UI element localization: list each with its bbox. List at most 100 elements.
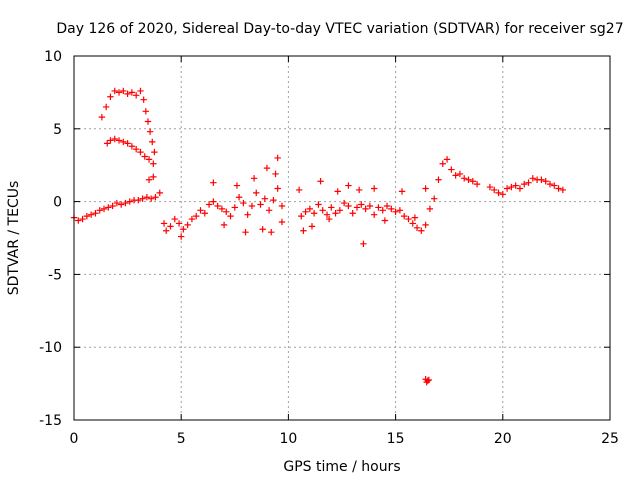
grid bbox=[74, 56, 610, 420]
data-point bbox=[315, 201, 322, 208]
data-point bbox=[96, 207, 103, 214]
data-point bbox=[142, 108, 150, 115]
data-point bbox=[426, 205, 434, 213]
data-point bbox=[107, 137, 114, 144]
data-point bbox=[223, 208, 230, 215]
data-point bbox=[120, 87, 127, 95]
data-point bbox=[345, 182, 352, 189]
data-point bbox=[75, 217, 82, 224]
x-tick-label: 10 bbox=[279, 431, 297, 447]
data-point bbox=[473, 180, 481, 188]
data-point bbox=[336, 207, 344, 214]
data-point bbox=[167, 223, 174, 230]
data-point bbox=[122, 199, 129, 207]
x-tick-label: 5 bbox=[177, 431, 186, 447]
data-point bbox=[111, 135, 118, 143]
data-point bbox=[201, 210, 208, 217]
data-point bbox=[538, 176, 545, 183]
data-point bbox=[214, 202, 221, 210]
data-point bbox=[150, 160, 157, 167]
data-point bbox=[250, 175, 258, 182]
data-point bbox=[137, 87, 144, 95]
data-point bbox=[332, 210, 339, 217]
data-point bbox=[175, 220, 183, 227]
data-point bbox=[145, 176, 153, 183]
data-point bbox=[529, 175, 537, 182]
data-point bbox=[233, 182, 241, 189]
data-point bbox=[184, 221, 191, 229]
data-point bbox=[87, 211, 95, 218]
data-point bbox=[302, 208, 309, 215]
data-point bbox=[244, 211, 251, 218]
data-point bbox=[340, 199, 348, 207]
data-point bbox=[104, 140, 111, 147]
data-point bbox=[132, 92, 140, 99]
data-point bbox=[345, 202, 352, 210]
data-point bbox=[362, 205, 369, 213]
data-point bbox=[388, 205, 395, 213]
data-point bbox=[353, 204, 361, 211]
data-point bbox=[495, 189, 502, 197]
data-point bbox=[551, 182, 558, 189]
series-upper_arc bbox=[98, 87, 158, 156]
data-point bbox=[469, 178, 476, 185]
data-point bbox=[227, 212, 234, 220]
data-point bbox=[193, 212, 200, 220]
data-point bbox=[405, 215, 412, 223]
data-point bbox=[310, 210, 318, 217]
data-point bbox=[253, 189, 260, 197]
data-point bbox=[422, 185, 429, 192]
data-point bbox=[115, 137, 123, 144]
data-point bbox=[137, 148, 144, 156]
data-point bbox=[317, 178, 324, 185]
x-axis-label: GPS time / hours bbox=[283, 459, 400, 475]
data-point bbox=[274, 185, 281, 192]
data-point bbox=[160, 220, 168, 227]
data-point bbox=[180, 226, 187, 233]
data-point bbox=[220, 221, 228, 229]
x-tick-label: 20 bbox=[494, 431, 512, 447]
data-point bbox=[268, 228, 275, 236]
data-point bbox=[456, 170, 464, 178]
data-point bbox=[218, 205, 226, 213]
data-point bbox=[555, 185, 562, 192]
data-point bbox=[422, 221, 429, 229]
data-point bbox=[205, 201, 213, 208]
chart-title: Day 126 of 2020, Sidereal Day-to-day VTE… bbox=[56, 21, 623, 37]
data-point bbox=[381, 217, 389, 224]
data-point bbox=[248, 202, 256, 210]
data-point bbox=[149, 138, 156, 146]
x-tick-label: 25 bbox=[601, 431, 619, 447]
data-point bbox=[156, 189, 163, 197]
data-point bbox=[92, 210, 99, 217]
data-point bbox=[98, 113, 106, 121]
data-point bbox=[242, 228, 249, 236]
data-point bbox=[270, 196, 277, 204]
data-point bbox=[366, 202, 374, 210]
data-point bbox=[508, 183, 515, 191]
x-tick-label: 0 bbox=[70, 431, 79, 447]
data-point bbox=[117, 201, 125, 208]
data-point bbox=[144, 118, 152, 125]
data-point bbox=[559, 186, 567, 194]
data-point bbox=[355, 186, 363, 194]
data-point bbox=[105, 204, 112, 211]
data-point bbox=[328, 204, 335, 211]
data-point bbox=[300, 227, 307, 234]
data-point bbox=[162, 227, 170, 234]
data-point bbox=[140, 96, 147, 103]
plot-frame bbox=[73, 55, 611, 421]
data-point bbox=[139, 195, 146, 202]
data-point bbox=[79, 215, 86, 223]
data-point bbox=[210, 198, 217, 205]
data-point bbox=[319, 207, 326, 214]
series-bursts bbox=[145, 154, 429, 248]
data-point bbox=[115, 89, 123, 96]
data-point bbox=[306, 205, 314, 213]
data-point bbox=[274, 154, 281, 162]
data-point bbox=[491, 186, 498, 194]
data-point bbox=[486, 183, 494, 191]
data-point bbox=[465, 176, 472, 183]
data-point bbox=[370, 211, 378, 218]
